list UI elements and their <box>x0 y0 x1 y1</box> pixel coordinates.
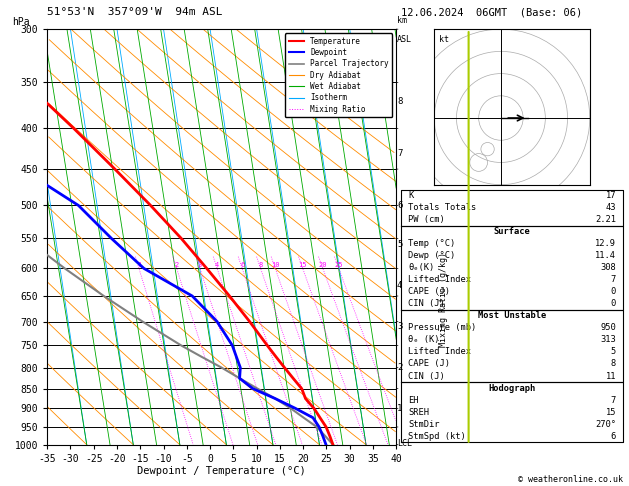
Text: Dewp (°C): Dewp (°C) <box>408 251 455 260</box>
Text: Hodograph: Hodograph <box>488 383 536 393</box>
Text: CAPE (J): CAPE (J) <box>408 287 450 296</box>
Text: 11: 11 <box>606 371 616 381</box>
Text: θₑ (K): θₑ (K) <box>408 335 440 345</box>
Text: CIN (J): CIN (J) <box>408 299 445 309</box>
Text: 8: 8 <box>611 360 616 368</box>
Text: 313: 313 <box>600 335 616 345</box>
Text: θₑ(K): θₑ(K) <box>408 263 434 272</box>
Text: 950: 950 <box>600 323 616 332</box>
Text: kt: kt <box>438 35 448 45</box>
Text: CAPE (J): CAPE (J) <box>408 360 450 368</box>
Text: 1: 1 <box>137 262 141 268</box>
Text: 7: 7 <box>611 276 616 284</box>
Text: 6: 6 <box>240 262 244 268</box>
Text: SREH: SREH <box>408 408 429 417</box>
Text: Surface: Surface <box>494 227 530 236</box>
Text: 2: 2 <box>174 262 179 268</box>
Text: 25: 25 <box>335 262 343 268</box>
Text: K: K <box>408 191 413 200</box>
Text: 308: 308 <box>600 263 616 272</box>
Text: 12.06.2024  06GMT  (Base: 06): 12.06.2024 06GMT (Base: 06) <box>401 7 582 17</box>
Text: CIN (J): CIN (J) <box>408 371 445 381</box>
Text: Lifted Index: Lifted Index <box>408 276 471 284</box>
Text: 15: 15 <box>606 408 616 417</box>
Text: 10: 10 <box>271 262 279 268</box>
Text: Temp (°C): Temp (°C) <box>408 239 455 248</box>
Text: 5: 5 <box>611 347 616 356</box>
Text: 51°53'N  357°09'W  94m ASL: 51°53'N 357°09'W 94m ASL <box>47 7 223 17</box>
Text: 12.9: 12.9 <box>595 239 616 248</box>
Text: Totals Totals: Totals Totals <box>408 203 476 212</box>
Text: Most Unstable: Most Unstable <box>478 312 546 320</box>
Text: StmSpd (kt): StmSpd (kt) <box>408 432 465 441</box>
Text: 6: 6 <box>611 432 616 441</box>
Text: 2: 2 <box>397 363 403 372</box>
Text: 0: 0 <box>611 299 616 309</box>
Text: StmDir: StmDir <box>408 419 440 429</box>
Text: Lifted Index: Lifted Index <box>408 347 471 356</box>
Text: 4: 4 <box>215 262 220 268</box>
Text: 3: 3 <box>198 262 202 268</box>
Text: 11.4: 11.4 <box>595 251 616 260</box>
Text: 0: 0 <box>611 287 616 296</box>
Text: 15: 15 <box>298 262 307 268</box>
X-axis label: Dewpoint / Temperature (°C): Dewpoint / Temperature (°C) <box>137 467 306 476</box>
Text: 43: 43 <box>606 203 616 212</box>
Text: 270°: 270° <box>595 419 616 429</box>
Text: 17: 17 <box>606 191 616 200</box>
Text: km: km <box>397 16 407 25</box>
Text: PW (cm): PW (cm) <box>408 215 445 224</box>
Text: 4: 4 <box>397 281 403 290</box>
Text: ASL: ASL <box>397 35 412 44</box>
Legend: Temperature, Dewpoint, Parcel Trajectory, Dry Adiabat, Wet Adiabat, Isotherm, Mi: Temperature, Dewpoint, Parcel Trajectory… <box>285 33 392 117</box>
Text: 8: 8 <box>259 262 263 268</box>
Text: hPa: hPa <box>13 17 30 27</box>
Text: 6: 6 <box>397 201 403 210</box>
Text: 7: 7 <box>397 149 403 158</box>
Text: Pressure (mb): Pressure (mb) <box>408 323 476 332</box>
Text: LCL: LCL <box>397 439 412 449</box>
Text: 3: 3 <box>397 322 403 331</box>
Text: 1: 1 <box>397 404 403 413</box>
Text: 2.21: 2.21 <box>595 215 616 224</box>
Text: Mixing Ratio (g/kg): Mixing Ratio (g/kg) <box>439 252 448 347</box>
Text: 8: 8 <box>397 97 403 106</box>
Text: 20: 20 <box>318 262 327 268</box>
Text: 7: 7 <box>611 396 616 404</box>
Text: 5: 5 <box>397 240 403 249</box>
Text: © weatheronline.co.uk: © weatheronline.co.uk <box>518 474 623 484</box>
Text: EH: EH <box>408 396 418 404</box>
